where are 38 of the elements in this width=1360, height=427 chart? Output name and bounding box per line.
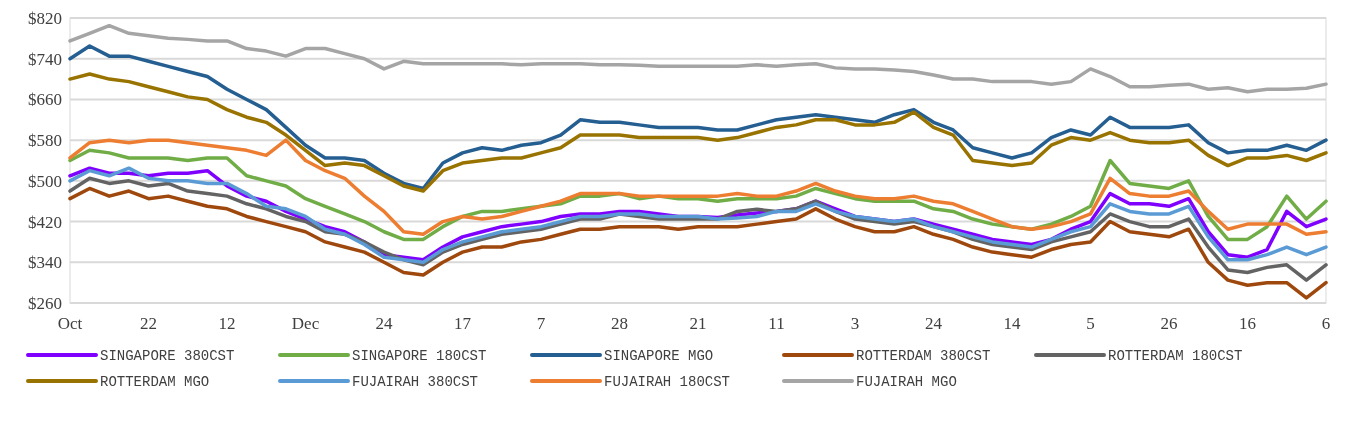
legend-label: FUJAIRAH MGO xyxy=(856,373,957,390)
legend-label: SINGAPORE 180CST xyxy=(352,347,487,364)
y-tick-label: $500 xyxy=(28,171,62,191)
y-tick-label: $340 xyxy=(28,253,62,273)
x-tick-label: 16 xyxy=(1239,314,1256,333)
legend-label: SINGAPORE MGO xyxy=(604,347,714,364)
legend-label: ROTTERDAM MGO xyxy=(100,373,210,390)
legend-label: FUJAIRAH 180CST xyxy=(604,373,731,390)
y-tick-label: $820 xyxy=(28,8,62,28)
x-tick-label: 24 xyxy=(375,314,393,333)
x-tick-label: 17 xyxy=(454,314,472,333)
x-tick-label: Dec xyxy=(291,314,320,333)
x-tick-label: 26 xyxy=(1160,314,1178,333)
x-tick-label: 22 xyxy=(140,314,157,333)
legend-label: FUJAIRAH 380CST xyxy=(352,373,479,390)
x-tick-label: 3 xyxy=(850,314,860,333)
line-series xyxy=(68,72,1328,193)
y-tick-label: $580 xyxy=(28,131,62,151)
legend-label: ROTTERDAM 380CST xyxy=(856,347,991,364)
x-tick-label: 5 xyxy=(1086,314,1095,333)
x-tick-label: Oct xyxy=(57,314,83,333)
x-tick-label: 21 xyxy=(689,314,707,333)
x-tick-label: 6 xyxy=(1321,314,1331,333)
x-tick-label: 14 xyxy=(1003,314,1021,333)
line-series xyxy=(68,23,1328,94)
y-tick-label: $740 xyxy=(28,49,62,69)
y-tick-label: $260 xyxy=(28,293,62,313)
line-series xyxy=(68,44,1328,191)
x-tick-label: 24 xyxy=(925,314,943,333)
x-tick-label: 7 xyxy=(536,314,546,333)
legend-label: ROTTERDAM 180CST xyxy=(1108,347,1243,364)
y-tick-label: $420 xyxy=(28,212,62,232)
x-tick-label: 12 xyxy=(218,314,236,333)
x-tick-label: 11 xyxy=(768,314,785,333)
x-tick-label: 28 xyxy=(611,314,628,333)
line-series xyxy=(68,186,1328,300)
y-tick-label: $660 xyxy=(28,90,62,110)
legend-label: SINGAPORE 380CST xyxy=(100,347,235,364)
